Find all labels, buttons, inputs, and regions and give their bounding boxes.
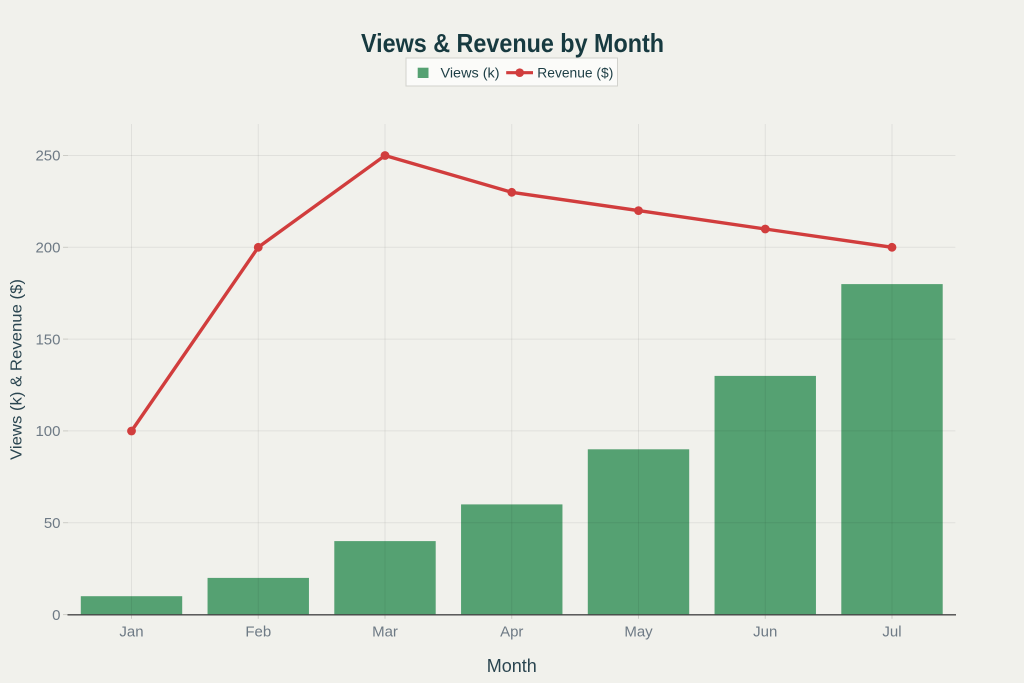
svg-text:Views & Revenue by Month: Views & Revenue by Month <box>361 28 664 58</box>
svg-text:Apr: Apr <box>500 624 523 641</box>
svg-text:200: 200 <box>35 240 60 257</box>
svg-text:Jul: Jul <box>882 624 901 641</box>
svg-text:150: 150 <box>35 331 60 348</box>
svg-text:Views (k) & Revenue ($): Views (k) & Revenue ($) <box>9 279 26 460</box>
svg-text:Mar: Mar <box>372 624 398 641</box>
svg-text:Jun: Jun <box>753 624 777 641</box>
svg-text:50: 50 <box>44 515 61 532</box>
svg-text:Revenue ($): Revenue ($) <box>537 65 613 81</box>
svg-text:Feb: Feb <box>245 624 271 641</box>
svg-text:May: May <box>624 624 653 641</box>
svg-text:Jan: Jan <box>119 624 143 641</box>
svg-text:100: 100 <box>35 423 60 440</box>
svg-text:0: 0 <box>52 607 60 624</box>
svg-text:Views (k): Views (k) <box>441 65 500 81</box>
svg-text:Month: Month <box>487 656 537 676</box>
svg-text:250: 250 <box>35 148 60 165</box>
